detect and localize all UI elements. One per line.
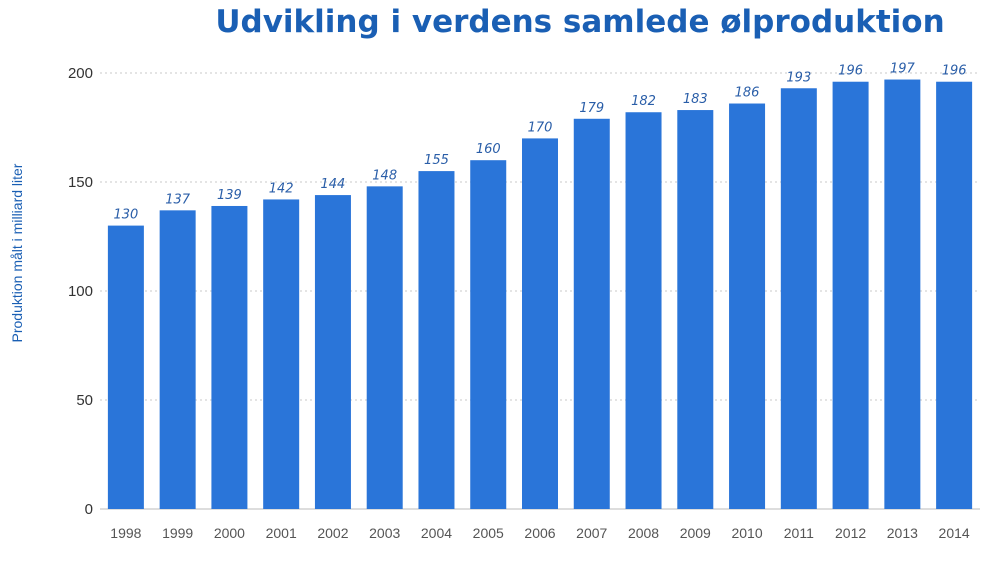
chart-title: Udvikling i verdens samlede ølproduktion [215,4,945,40]
data-label: 155 [424,153,449,168]
y-tick-label: 50 [76,392,93,409]
bar [729,103,766,510]
x-tick-label: 1999 [162,525,193,541]
bar [107,225,144,509]
bar [936,81,973,509]
bar [522,138,558,509]
y-tick-label: 0 [85,501,93,518]
data-label: 130 [113,208,138,223]
data-label: 196 [942,64,967,79]
data-label: 183 [683,92,708,107]
data-label: 148 [372,168,397,183]
x-tick-label: 2001 [266,525,297,541]
x-tick-label: 2006 [524,525,555,541]
y-tick-label: 200 [68,65,93,82]
x-tick-label: 1998 [110,525,141,541]
data-label: 160 [476,142,501,157]
bar [366,186,403,510]
x-tick-label: 2002 [317,525,348,541]
bar [884,79,921,509]
data-label: 179 [579,101,604,116]
x-tick-label: 2010 [731,525,762,541]
data-label: 170 [528,120,553,135]
data-label: 142 [269,181,294,196]
bar [211,205,248,510]
bar [677,110,714,509]
bar [780,88,817,509]
data-label: 196 [838,64,863,79]
x-tick-label: 2004 [421,525,452,541]
x-tick-label: 2013 [887,525,918,541]
data-label: 193 [786,70,811,85]
bar [314,195,351,509]
data-label: 144 [321,177,346,192]
data-label: 186 [735,86,760,101]
x-tick-label: 2009 [680,525,711,541]
y-tick-label: 100 [68,283,93,300]
data-label: 197 [890,62,916,77]
x-tick-label: 2008 [628,525,659,541]
bar [573,118,610,509]
x-tick-label: 2007 [576,525,607,541]
x-tick-label: 2003 [369,525,400,541]
bar [832,81,869,509]
bar [418,171,455,509]
y-tick-label: 150 [68,174,93,191]
bar [159,210,196,509]
x-tick-label: 2011 [784,525,814,541]
bar [625,112,662,510]
x-tick-label: 2000 [214,525,245,541]
data-label: 139 [217,188,242,203]
x-tick-label: 2005 [473,525,504,541]
x-tick-label: 2012 [835,525,866,541]
data-label: 182 [631,94,656,109]
bar [263,199,300,509]
x-tick-label: 2014 [939,525,970,541]
bar [470,160,507,509]
data-label: 137 [165,192,191,207]
